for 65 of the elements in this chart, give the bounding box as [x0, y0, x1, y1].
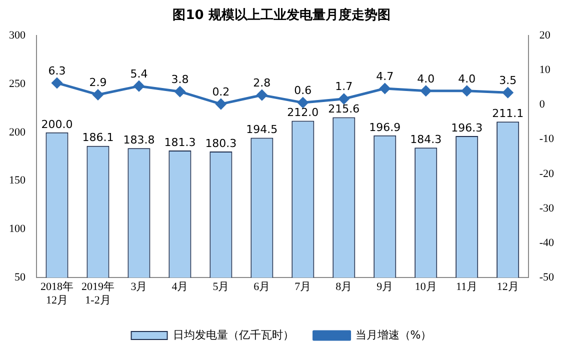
data-label: 6.3: [48, 64, 66, 78]
data-label: 4.7: [376, 70, 394, 83]
y2-tick-label: -20: [539, 168, 554, 180]
data-label: 2.8: [253, 76, 271, 90]
data-label: 1.7: [335, 80, 353, 94]
point: [420, 86, 432, 96]
x-tick-label: 9月: [376, 281, 394, 294]
x-tick-label: 5月: [212, 281, 230, 294]
data-label: 196.9: [369, 120, 401, 134]
y-tick-label: 150: [9, 174, 26, 187]
x-tick-label: 8月: [336, 281, 352, 294]
x-tick-label: 12月: [496, 281, 519, 294]
point: [134, 80, 144, 92]
point: [174, 86, 186, 97]
point: [216, 98, 226, 110]
y2-tick-label: -50: [539, 271, 554, 284]
y-tick-label: 300: [9, 29, 26, 42]
data-label: 0.2: [212, 85, 230, 98]
point: [52, 78, 62, 88]
y2-tick-label: 20: [539, 29, 551, 42]
x-tick-label: 4月: [172, 281, 188, 294]
x-tick-label: 2018年 12月: [40, 281, 74, 306]
data-label: 194.5: [246, 123, 278, 136]
data-label: 3.5: [499, 74, 517, 87]
y-tick-label: 100: [9, 223, 26, 236]
x-tick-label: 6月: [254, 281, 270, 294]
y2-tick-label: -10: [539, 133, 554, 146]
y-tick-label: 250: [9, 78, 26, 90]
data-label: 181.3: [164, 136, 196, 149]
data-label: 4.0: [417, 72, 435, 86]
point: [338, 94, 350, 104]
y2-tick-label: -30: [539, 202, 554, 214]
chart-title: 图10 规模以上工业发电量月度走势图: [172, 6, 392, 25]
y-tick-label: 50: [14, 271, 26, 284]
legend-label: 当月增速（%）: [355, 328, 432, 342]
data-label: 211.1: [492, 107, 524, 120]
point: [298, 97, 308, 108]
y-tick-label: 200: [9, 126, 26, 138]
y2-tick-label: 0: [539, 98, 546, 111]
data-label: 5.4: [130, 67, 148, 80]
data-label: 200.0: [41, 118, 73, 131]
x-tick-label: 2019年 1-2月: [81, 281, 114, 306]
x-tick-label: 10月: [414, 281, 437, 294]
data-label: 4.0: [458, 72, 476, 86]
point: [256, 90, 268, 100]
x-tick-label: 7月: [294, 281, 312, 294]
data-label: 196.3: [451, 121, 483, 134]
point: [92, 89, 104, 100]
data-label: 212.0: [287, 106, 319, 120]
point: [502, 87, 514, 98]
y2-tick-label: -40: [539, 236, 554, 249]
data-label: 183.8: [123, 133, 155, 146]
x-tick-label: 11月: [456, 281, 478, 294]
data-label: 184.3: [410, 132, 442, 146]
legend-label: 日均发电量（亿千瓦时）: [172, 328, 294, 342]
data-label: 186.1: [82, 131, 114, 144]
data-label: 0.6: [294, 84, 312, 98]
data-label: 3.8: [171, 72, 189, 86]
x-tick-label: 3月: [130, 281, 148, 294]
data-label: 180.3: [205, 136, 237, 150]
y2-tick-label: 10: [539, 64, 551, 76]
data-label: 2.9: [89, 76, 107, 90]
point: [462, 86, 472, 96]
data-label: 215.6: [328, 102, 360, 116]
point: [380, 83, 390, 94]
